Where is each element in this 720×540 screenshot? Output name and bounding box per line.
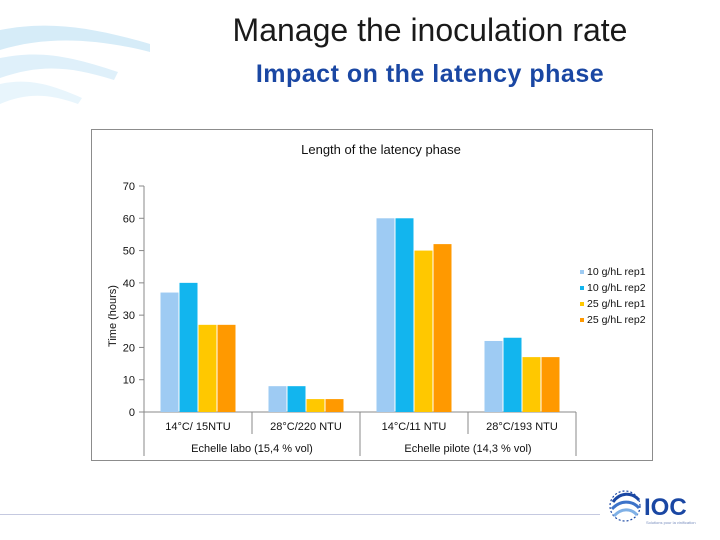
bar [395,218,414,412]
bar [541,357,560,412]
y-tick-label: 0 [129,407,135,419]
x-group-label: Echelle pilote (14,3 % vol) [404,443,531,455]
y-tick-label: 50 [123,246,135,258]
legend-label: 10 g/hL rep2 [587,282,646,294]
bar [217,324,236,412]
x-category-label: 28°C/220 NTU [270,421,342,433]
logo-globe-icon [609,490,641,522]
slide-title: Manage the inoculation rate [232,12,628,48]
y-tick-label: 40 [123,278,135,290]
x-category-label: 14°C/11 NTU [382,421,447,433]
bar [198,324,217,412]
bar [414,250,433,412]
ioc-logo: IOC Solutions pour la vinification [609,490,696,525]
y-tick-label: 10 [123,375,135,387]
slide-subtitle: Impact on the latency phase [255,60,605,88]
legend-swatch [580,318,584,322]
y-tick-label: 70 [123,181,135,193]
bar [484,340,503,412]
bar-chart: Length of the latency phase Time (hours)… [107,142,646,456]
x-category-label: 28°C/193 NTU [486,421,558,433]
y-axis-label: Time (hours) [107,285,119,347]
logo-text: IOC [644,494,687,521]
legend-swatch [580,270,584,274]
bar [325,399,344,412]
legend-swatch [580,286,584,290]
bar [522,357,541,412]
legend-swatch [580,302,584,306]
chart-container: Length of the latency phase Time (hours)… [91,129,653,461]
bar [306,399,325,412]
bar [160,292,179,412]
bar [433,244,452,412]
decorative-swoosh [0,25,150,104]
legend-label: 25 g/hL rep1 [587,298,646,310]
x-category-label: 14°C/ 15NTU [165,421,231,433]
bar [268,386,287,412]
y-tick-label: 30 [123,310,135,322]
legend-label: 10 g/hL rep1 [587,266,646,278]
bar [376,218,395,412]
legend-label: 25 g/hL rep2 [587,314,646,326]
bar [179,282,198,412]
bar [503,337,522,412]
x-group-label: Echelle labo (15,4 % vol) [191,443,313,455]
logo-tagline: Solutions pour la vinification [646,520,696,525]
y-tick-label: 60 [123,213,135,225]
y-tick-label: 20 [123,342,135,354]
chart-title: Length of the latency phase [301,142,461,157]
bar [287,386,306,412]
footer-divider [0,514,600,515]
